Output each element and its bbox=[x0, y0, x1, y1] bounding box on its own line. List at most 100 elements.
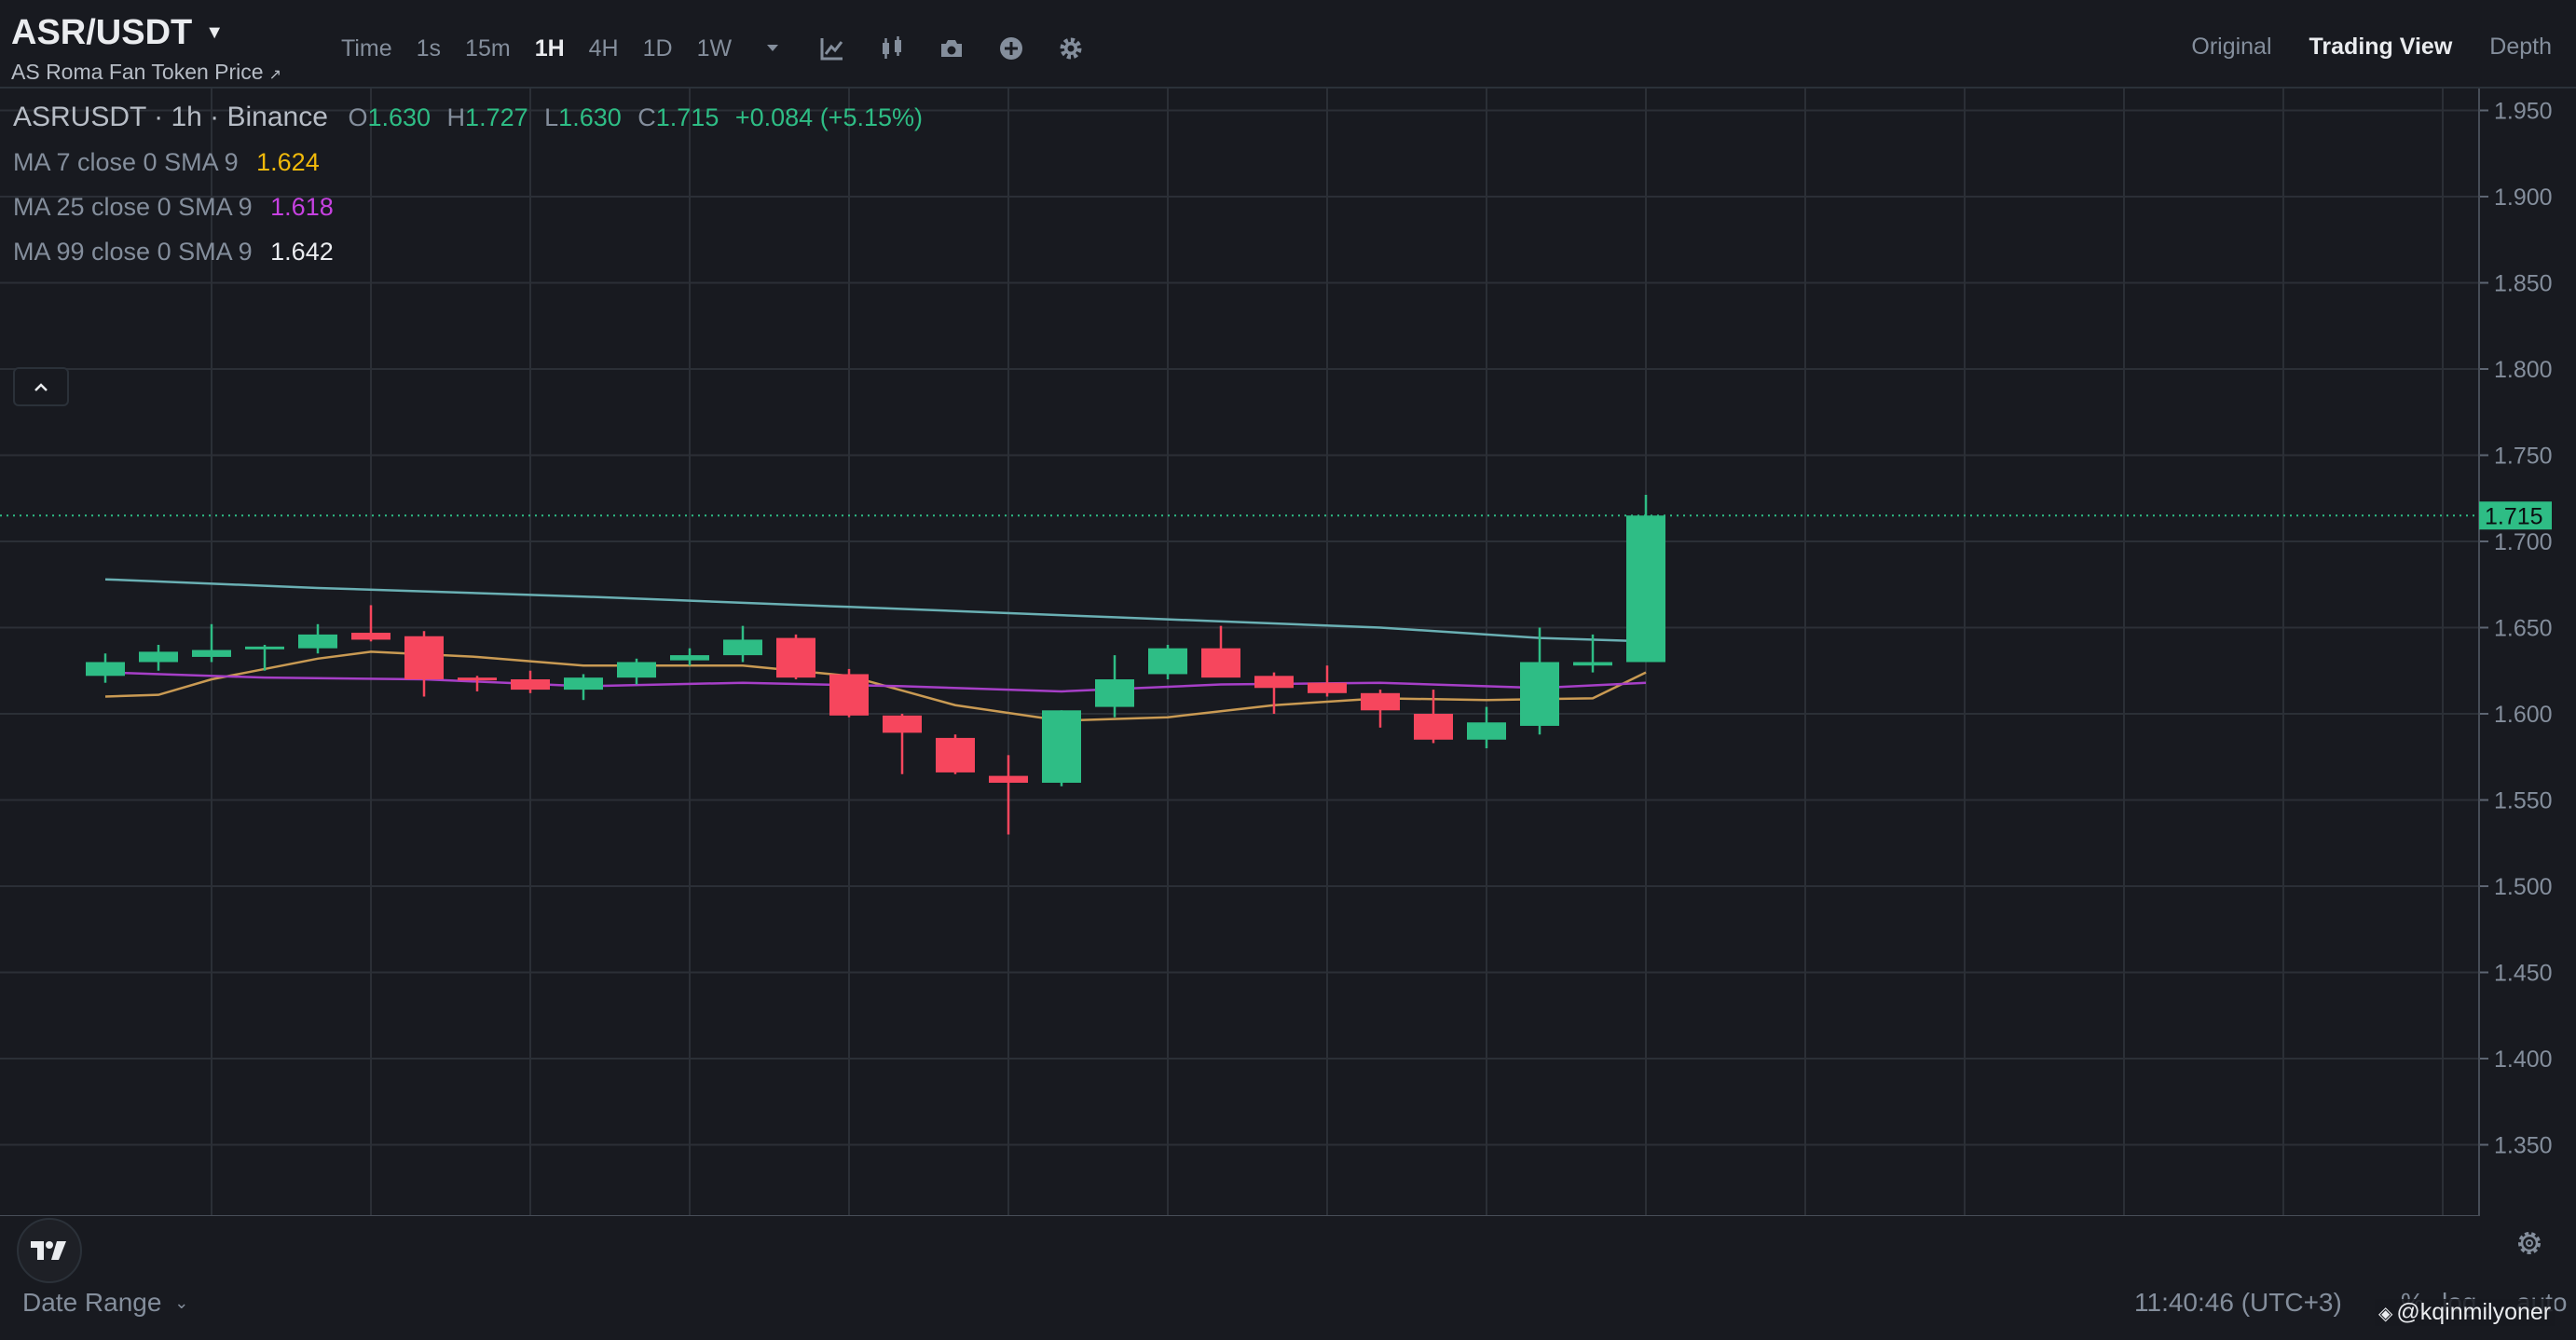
candle-body bbox=[1361, 692, 1400, 711]
add-circle-icon[interactable] bbox=[994, 32, 1028, 65]
candle-body bbox=[139, 651, 178, 663]
ma25-label: MA 25 close 0 SMA 9 bbox=[13, 193, 253, 221]
indicators-icon[interactable] bbox=[815, 32, 849, 65]
price-tick-label: 1.600 bbox=[2494, 702, 2553, 728]
price-tick-label: 1.800 bbox=[2494, 357, 2553, 383]
candle-body bbox=[1414, 714, 1453, 740]
view-depth[interactable]: Depth bbox=[2489, 34, 2552, 60]
chart-toolbar: Time 1s 15m 1H 4H 1D 1W bbox=[341, 32, 1114, 65]
gear-icon[interactable] bbox=[1054, 32, 1088, 65]
date-range-dropdown[interactable]: Date Range ⌄ bbox=[22, 1288, 188, 1318]
price-tick-label: 1.950 bbox=[2494, 99, 2553, 125]
camera-icon[interactable] bbox=[935, 32, 968, 65]
price-tick-label: 1.650 bbox=[2494, 616, 2553, 642]
high-label: H bbox=[446, 103, 466, 131]
ma99-label: MA 99 close 0 SMA 9 bbox=[13, 238, 253, 266]
price-tick-label: 1.500 bbox=[2494, 874, 2553, 900]
ohlc-legend: ASRUSDT · 1h · Binance O1.630 H1.727 L1.… bbox=[13, 102, 923, 133]
diamond-logo-icon: ◈ bbox=[2378, 1304, 2393, 1324]
low-value: 1.630 bbox=[558, 103, 622, 131]
external-link-icon: ↗ bbox=[268, 67, 281, 83]
last-price-label: 1.715 bbox=[2485, 503, 2543, 529]
timeframe-4h[interactable]: 4H bbox=[588, 34, 619, 62]
timeframe-1w[interactable]: 1W bbox=[696, 34, 733, 62]
candle-body bbox=[351, 633, 391, 640]
high-value: 1.727 bbox=[465, 103, 528, 131]
price-tick-label: 1.850 bbox=[2494, 271, 2553, 297]
scale-settings-button[interactable] bbox=[2507, 1221, 2552, 1265]
candle-body bbox=[883, 715, 922, 733]
candle-body bbox=[458, 677, 497, 681]
low-label: L bbox=[544, 103, 559, 131]
chart-header: ASR/USDT ▼ AS Roma Fan Token Price ↗ Time … bbox=[0, 0, 2576, 89]
ma25-legend[interactable]: MA 25 close 0 SMA 9 1.618 bbox=[13, 193, 334, 222]
timeframe-time[interactable]: Time bbox=[341, 34, 392, 62]
ma25-value: 1.618 bbox=[270, 193, 334, 221]
token-price-label: AS Roma Fan Token Price bbox=[11, 60, 264, 84]
timeframe-1h[interactable]: 1H bbox=[534, 34, 565, 62]
candle-style-icon[interactable] bbox=[875, 32, 909, 65]
ma99-legend[interactable]: MA 99 close 0 SMA 9 1.642 bbox=[13, 238, 334, 267]
token-price-link[interactable]: AS Roma Fan Token Price ↗ bbox=[11, 60, 281, 85]
last-price-badge bbox=[2479, 501, 2552, 530]
gear-icon bbox=[2518, 1232, 2541, 1254]
candle-body bbox=[1095, 679, 1134, 707]
price-tick-label: 1.450 bbox=[2494, 961, 2553, 987]
timeframe-15m[interactable]: 15m bbox=[465, 34, 511, 62]
timeframe-1s[interactable]: 1s bbox=[416, 34, 442, 62]
candle-body bbox=[1201, 648, 1240, 678]
timeframe-more-caret-icon[interactable] bbox=[756, 32, 789, 65]
open-label: O bbox=[348, 103, 368, 131]
candle-body bbox=[1042, 710, 1081, 783]
tradingview-logo-icon bbox=[31, 1241, 66, 1260]
candle-body bbox=[936, 737, 975, 773]
view-trading-view[interactable]: Trading View bbox=[2309, 34, 2453, 60]
ma99-value: 1.642 bbox=[270, 238, 334, 266]
collapse-legend-button[interactable] bbox=[13, 367, 69, 406]
ma-line bbox=[104, 671, 1647, 693]
clock-timezone[interactable]: 11:40:46 (UTC+3) bbox=[2134, 1288, 2342, 1317]
candle-body bbox=[1626, 515, 1665, 663]
price-tick-label: 1.700 bbox=[2494, 529, 2553, 555]
caret-down-icon: ▼ bbox=[205, 22, 225, 43]
candle-body bbox=[989, 775, 1028, 783]
candle-body bbox=[670, 655, 709, 661]
close-value: 1.715 bbox=[655, 103, 719, 131]
ma7-value: 1.624 bbox=[256, 148, 320, 176]
chevron-up-icon bbox=[34, 383, 48, 391]
candle-body bbox=[617, 662, 656, 678]
change-value: +0.084 (+5.15%) bbox=[734, 103, 924, 131]
watermark: ◈ @kqinmilyoner bbox=[2375, 1299, 2555, 1326]
view-switcher: Original Trading View Depth bbox=[2154, 34, 2552, 61]
symbol-label: ASR/USDT bbox=[11, 13, 193, 52]
candle-body bbox=[829, 674, 869, 716]
pair-label: ASRUSDT · 1h · Binance bbox=[13, 102, 328, 132]
watermark-label: @kqinmilyoner bbox=[2396, 1299, 2552, 1325]
price-tick-label: 1.750 bbox=[2494, 444, 2553, 470]
candle-body bbox=[776, 637, 815, 678]
price-tick-label: 1.350 bbox=[2494, 1133, 2553, 1159]
candle-body bbox=[298, 634, 337, 649]
price-tick-label: 1.900 bbox=[2494, 185, 2553, 211]
candle-body bbox=[511, 679, 550, 691]
ma7-label: MA 7 close 0 SMA 9 bbox=[13, 148, 239, 176]
candle-body bbox=[1148, 648, 1187, 675]
candle-body bbox=[86, 662, 125, 677]
timeframe-1d[interactable]: 1D bbox=[642, 34, 673, 62]
chart-area[interactable]: 1.950 1.900 1.850 1.800 1.750 1.700 1.650 1.600… bbox=[0, 89, 2576, 1283]
candlestick-chart[interactable]: 1.950 1.900 1.850 1.800 1.750 1.700 1.650 1.600… bbox=[0, 89, 2576, 1260]
view-original[interactable]: Original bbox=[2191, 34, 2272, 60]
candle-body bbox=[1254, 676, 1294, 689]
ma-line bbox=[104, 578, 1647, 643]
tradingview-logo[interactable] bbox=[17, 1218, 82, 1283]
symbol-selector[interactable]: ASR/USDT ▼ bbox=[11, 13, 224, 53]
chart-footer: Date Range ⌄ 11:40:46 (UTC+3) % log auto… bbox=[0, 1277, 2576, 1340]
candle-body bbox=[404, 636, 444, 679]
price-tick-label: 1.400 bbox=[2494, 1046, 2553, 1073]
open-value: 1.630 bbox=[367, 103, 432, 131]
chevron-down-icon: ⌄ bbox=[174, 1293, 189, 1312]
ma7-legend[interactable]: MA 7 close 0 SMA 9 1.624 bbox=[13, 148, 320, 177]
candle-body bbox=[245, 646, 284, 649]
date-range-label: Date Range bbox=[22, 1288, 162, 1317]
candle-body bbox=[1308, 682, 1347, 693]
